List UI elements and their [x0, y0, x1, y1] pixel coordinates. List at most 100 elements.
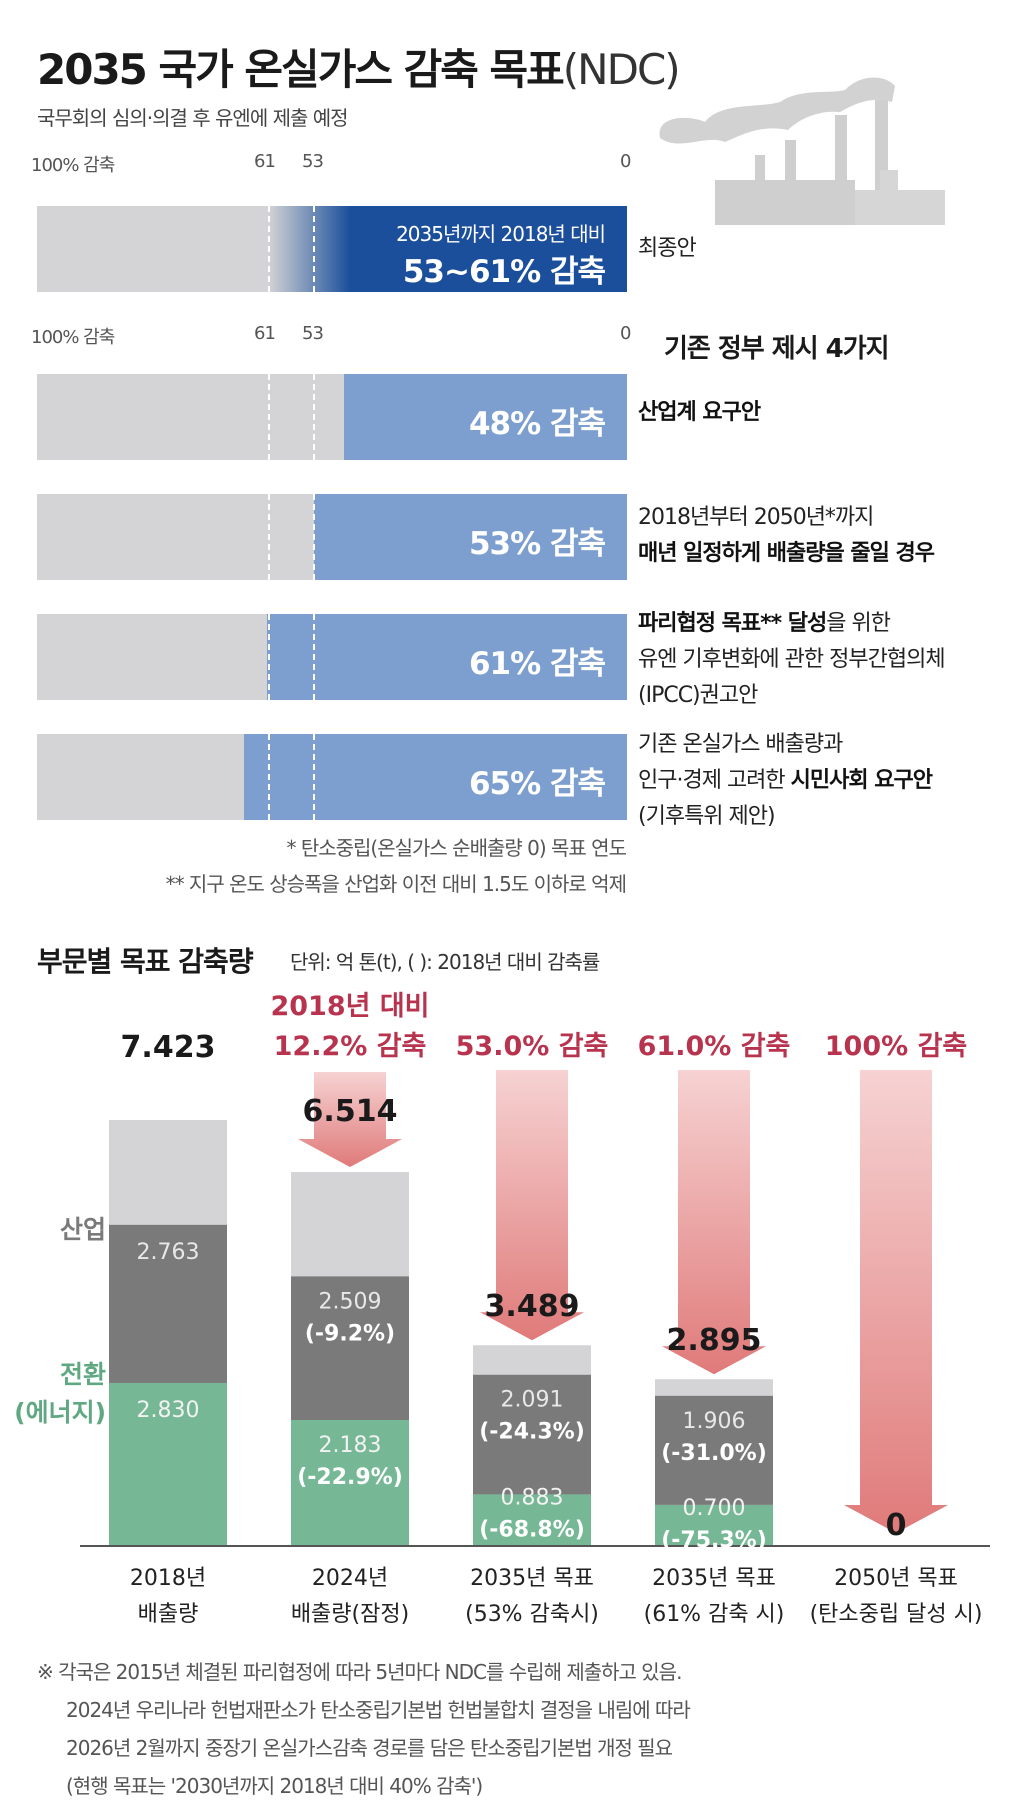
option-desc-line: (IPCC)권고안 [638, 683, 758, 708]
industry-value-label: 1.906 [683, 1409, 746, 1434]
industry-pct-label: (-9.2%) [305, 1321, 395, 1346]
legend-industry: 산업 [60, 1215, 106, 1244]
option-bar-fill [314, 494, 627, 580]
bar-segment-other [109, 1120, 227, 1225]
energy-value-label: 2.830 [137, 1398, 200, 1423]
category-label: (53% 감축시) [465, 1602, 599, 1625]
option-bar-61: 61% 감축 [37, 614, 627, 700]
sector-chart: 2.763 2.830 2.509 (-9.2%) 2.183 (-22.9%) 2.091… [14, 991, 990, 1625]
energy-value-label: 0.883 [501, 1485, 564, 1510]
reduction-arrow [298, 1072, 402, 1168]
category-label: 2035년 목표 [470, 1566, 594, 1591]
option-desc-line: 유엔 기후변화에 관한 정부간협의체 [638, 647, 946, 672]
final-bar-subtext: 2035년까지 2018년 대비 [396, 222, 606, 246]
reduction-label: 61.0% 감축 [638, 1031, 791, 1062]
final-bar-fill [350, 206, 627, 292]
option-bar-fill [343, 374, 627, 460]
energy-value-label: 0.700 [683, 1496, 746, 1521]
note-1: * 탄소중립(온실가스 순배출량 0) 목표 연도 [286, 836, 627, 860]
footnote-line-1: ※ 각국은 2015년 체결된 파리협정에 따라 5년마다 NDC를 수립해 제… [37, 1660, 682, 1684]
category-label: 배출량(잠정) [291, 1602, 409, 1625]
bar-segment-industry [473, 1374, 591, 1495]
gridline-61 [268, 614, 270, 700]
category-label: 2018년 [130, 1566, 206, 1591]
bar-segment-industry [109, 1224, 227, 1383]
scale-label-53: 53 [302, 151, 324, 172]
scale-label-61: 61 [254, 151, 276, 172]
page-subtitle: 국무회의 심의·의결 후 유엔에 제출 예정 [37, 106, 349, 130]
energy-pct-label: (-75.3%) [661, 1528, 767, 1553]
option-desc-line: 기존 온실가스 배출량과 [638, 732, 843, 757]
option-desc-line: 2018년부터 2050년*까지 [638, 505, 874, 530]
reduction-label: 12.2% 감축 [274, 1031, 427, 1062]
gridline-53 [313, 614, 315, 700]
category-label: (탄소중립 달성 시) [810, 1602, 983, 1625]
scale-label-100: 100% 감축 [31, 155, 115, 176]
final-name: 최종안 [638, 236, 697, 261]
total-label: 0 [886, 1508, 907, 1543]
reduction-label: 53.0% 감축 [456, 1031, 609, 1062]
category-label: 2024년 [312, 1566, 388, 1591]
page-title: 2035 국가 온실가스 감축 목표(NDC) [37, 36, 681, 97]
option-bar-label: 53% 감축 [468, 526, 606, 562]
title-main: 2035 국가 온실가스 감축 목표 [37, 45, 565, 94]
option-bar-label: 65% 감축 [468, 766, 606, 802]
footnote-line-2: 2024년 우리나라 헌법재판소가 탄소중립기본법 헌법불합치 결정을 내림에 … [66, 1698, 691, 1722]
industry-value-label: 2.091 [501, 1388, 564, 1413]
bar-segment-energy [655, 1504, 773, 1545]
scale-label-0-b: 0 [620, 323, 631, 344]
bar-segment-other [291, 1172, 409, 1277]
option-desc-line: (기후특위 제안) [638, 804, 776, 829]
gridline-53 [313, 374, 315, 460]
industry-value-label: 2.763 [137, 1240, 200, 1265]
option-desc-line: 인구·경제 고려한 시민사회 요구안 [638, 768, 933, 793]
final-bar-range [268, 206, 350, 292]
industry-pct-label: (-31.0%) [661, 1441, 767, 1466]
reduction-label: 2018년 대비 [270, 991, 429, 1022]
bar-segment-industry [655, 1395, 773, 1505]
total-label: 7.423 [121, 1030, 216, 1065]
gridline-61 [268, 734, 270, 820]
category-label: 배출량 [138, 1602, 199, 1625]
option-desc-line: 매년 일정하게 배출량을 줄일 경우 [638, 541, 935, 566]
scale-label-0: 0 [620, 151, 631, 172]
bar-segment-energy [109, 1382, 227, 1545]
total-label: 3.489 [485, 1289, 580, 1324]
option-desc-line: 파리협정 목표** 달성을 위한 [638, 611, 891, 636]
reduction-arrow [844, 1070, 948, 1533]
bar-segment-other [473, 1345, 591, 1375]
category-label: 2035년 목표 [652, 1566, 776, 1591]
option-desc-line: 산업계 요구안 [638, 400, 761, 425]
title-paren: (NDC) [562, 45, 681, 94]
reduction-arrow [662, 1070, 766, 1375]
final-bar-label: 53~61% 감축 [402, 254, 606, 290]
gridline-53 [313, 206, 315, 292]
gridline-53 [313, 734, 315, 820]
industry-pct-label: (-24.3%) [479, 1420, 585, 1445]
section-title: 부문별 목표 감축량 [37, 945, 254, 978]
category-label: 2050년 목표 [834, 1566, 958, 1591]
bar-segment-industry [291, 1276, 409, 1421]
gridline-53 [313, 494, 315, 580]
legend-energy-sub: (에너지) [14, 1398, 106, 1427]
footnote-line-3: 2026년 2월까지 중장기 온실가스감축 경로를 담은 탄소중립기본법 개정 … [66, 1736, 673, 1760]
legend-energy: 전환 [60, 1360, 106, 1389]
option-bar-fill [243, 734, 627, 820]
reduction-label: 100% 감축 [825, 1031, 968, 1062]
option-bar-53: 53% 감축 [37, 494, 627, 580]
total-label: 2.895 [667, 1323, 762, 1358]
gridline-61 [268, 374, 270, 460]
footnote-line-4: (현행 목표는 '2030년까지 2018년 대비 40% 감축') [66, 1774, 483, 1798]
gridline-61 [268, 206, 270, 292]
reduction-arrow [480, 1070, 584, 1341]
option-bar-label: 48% 감축 [468, 406, 606, 442]
final-bar: 2035년까지 2018년 대비 53~61% 감축 [37, 206, 627, 292]
gridline-61 [268, 494, 270, 580]
option-bar-48: 48% 감축 [37, 374, 627, 460]
scale-label-61-b: 61 [254, 323, 276, 344]
bar-segment-other [655, 1379, 773, 1396]
bar-segment-energy [291, 1420, 409, 1545]
category-label: (61% 감축 시) [644, 1602, 785, 1625]
scale-label-100-b: 100% 감축 [31, 327, 115, 348]
energy-pct-label: (-22.9%) [297, 1465, 403, 1490]
